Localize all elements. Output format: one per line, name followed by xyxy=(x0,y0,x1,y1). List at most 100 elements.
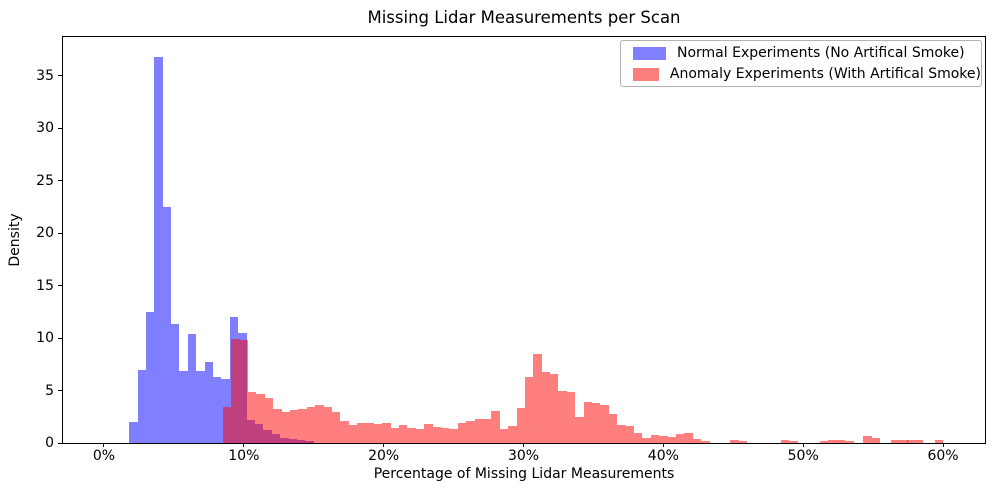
histogram-bar-anomaly xyxy=(738,440,748,443)
histogram-bar-anomaly xyxy=(407,427,416,443)
histogram-bar-anomaly xyxy=(432,426,441,443)
x-axis-tick-label: 40% xyxy=(647,448,679,464)
histogram-bar-anomaly xyxy=(323,406,332,443)
y-axis-tick xyxy=(58,75,62,77)
histogram-bar-anomaly xyxy=(780,440,790,443)
x-axis-tick xyxy=(942,443,944,447)
histogram-bar-anomaly xyxy=(239,340,248,443)
histogram-bar-anomaly xyxy=(633,433,643,443)
histogram-bar-normal xyxy=(187,333,197,443)
histogram-bar-anomaly xyxy=(550,373,559,443)
histogram-bar-anomaly xyxy=(828,439,837,443)
y-axis-tick xyxy=(58,337,62,339)
x-axis-tick xyxy=(243,443,245,447)
histogram-bar-normal xyxy=(137,369,146,443)
histogram-bar-anomaly xyxy=(365,422,374,443)
histogram-bar-anomaly xyxy=(348,425,358,443)
histogram-bar-anomaly xyxy=(600,405,609,443)
x-axis-label: Percentage of Missing Lidar Measurements xyxy=(373,466,675,482)
histogram-bar-anomaly xyxy=(659,436,668,443)
y-axis-tick xyxy=(58,127,62,129)
histogram-bar-anomaly xyxy=(516,408,525,443)
histogram-bar-anomaly xyxy=(583,402,593,443)
y-axis-tick xyxy=(58,285,62,286)
y-axis-tick-label: 10 xyxy=(36,330,54,346)
histogram-bar-anomaly xyxy=(608,413,618,443)
histogram-bar-anomaly xyxy=(281,411,290,443)
histogram-bar-anomaly xyxy=(331,411,341,443)
histogram-bar-anomaly xyxy=(575,416,584,443)
histogram-bar-anomaly xyxy=(289,410,299,443)
legend-label-anomaly: Anomaly Experiments (With Artifical Smok… xyxy=(669,66,981,82)
legend-item-normal: Normal Experiments (No Artifical Smoke) xyxy=(633,45,981,61)
histogram-bar-anomaly xyxy=(474,419,483,443)
histogram-bar-anomaly xyxy=(566,391,576,443)
x-axis-tick-label: 60% xyxy=(927,448,959,464)
y-axis-tick-label: 5 xyxy=(45,382,54,399)
histogram-bar-anomaly xyxy=(915,439,924,443)
histogram-bar-anomaly xyxy=(701,440,710,443)
histogram-bar-anomaly xyxy=(692,439,702,443)
histogram-bar-anomaly xyxy=(457,422,467,443)
histogram-bar-anomaly xyxy=(298,409,307,443)
histogram-bar-anomaly xyxy=(617,425,626,443)
plot-area xyxy=(62,36,986,444)
histogram-bar-anomaly xyxy=(934,439,944,443)
histogram-bar-anomaly xyxy=(730,440,739,443)
histogram-bar-anomaly xyxy=(273,409,282,443)
histogram-bar-anomaly xyxy=(789,440,798,443)
histogram-bar-normal xyxy=(154,56,163,443)
histogram-bar-anomaly xyxy=(533,353,542,443)
histogram-bar-normal xyxy=(204,362,214,443)
legend-label-normal: Normal Experiments (No Artifical Smoke) xyxy=(677,45,965,61)
histogram-bar-anomaly xyxy=(449,429,458,443)
histogram-bar-anomaly xyxy=(256,394,265,443)
histogram-bar-anomaly xyxy=(899,440,909,443)
histogram-bar-anomaly xyxy=(315,404,324,443)
histogram-bar-anomaly xyxy=(499,429,509,443)
y-axis-tick-label: 20 xyxy=(36,225,54,242)
histogram-bar-normal xyxy=(162,206,172,443)
x-axis-tick-label: 20% xyxy=(368,448,400,464)
histogram-bar-anomaly xyxy=(491,410,500,443)
histogram-bar-anomaly xyxy=(441,427,450,443)
x-axis-tick xyxy=(662,443,664,447)
histogram-bar-anomaly xyxy=(642,437,651,443)
histogram-bar-anomaly xyxy=(390,427,400,443)
legend: Normal Experiments (No Artifical Smoke) … xyxy=(620,40,982,87)
y-axis-tick xyxy=(58,232,62,234)
y-axis-tick-label: 35 xyxy=(36,67,54,84)
histogram-bar-anomaly xyxy=(891,440,900,443)
histogram-bar-anomaly xyxy=(424,424,433,443)
x-axis-tick-label: 30% xyxy=(507,448,540,464)
histogram-bar-anomaly xyxy=(541,371,551,443)
histogram-bar-anomaly xyxy=(222,407,232,443)
histogram-bar-anomaly xyxy=(863,436,872,443)
histogram-bar-normal xyxy=(196,370,205,443)
histogram-bar-anomaly xyxy=(373,423,383,443)
histogram-bar-anomaly xyxy=(508,426,517,443)
histogram-bar-anomaly xyxy=(625,426,634,443)
chart-title: Missing Lidar Measurements per Scan xyxy=(367,8,681,27)
x-axis-tick xyxy=(523,443,524,447)
histogram-bar-anomaly xyxy=(819,440,829,443)
histogram-bar-anomaly xyxy=(248,391,257,443)
legend-item-anomaly: Anomaly Experiments (With Artifical Smok… xyxy=(633,66,981,82)
legend-swatch-normal xyxy=(633,46,666,60)
histogram-bar-anomaly xyxy=(466,420,475,443)
histogram-bar-anomaly xyxy=(482,418,492,443)
x-axis-tick-label: 10% xyxy=(228,448,260,464)
histogram-bar-normal xyxy=(179,370,188,443)
histogram-bar-anomaly xyxy=(592,403,601,443)
histogram-bar-anomaly xyxy=(231,339,240,443)
histogram-bar-anomaly xyxy=(906,439,916,443)
histogram-bar-anomaly xyxy=(382,423,391,443)
histogram-bar-anomaly xyxy=(558,390,567,443)
histogram-bar-anomaly xyxy=(306,406,316,443)
histogram-bar-normal xyxy=(171,324,180,443)
y-axis-tick xyxy=(58,390,62,391)
histogram-bar-anomaly xyxy=(524,376,534,443)
y-axis-tick-label: 15 xyxy=(36,277,54,294)
y-axis-tick xyxy=(58,442,62,444)
